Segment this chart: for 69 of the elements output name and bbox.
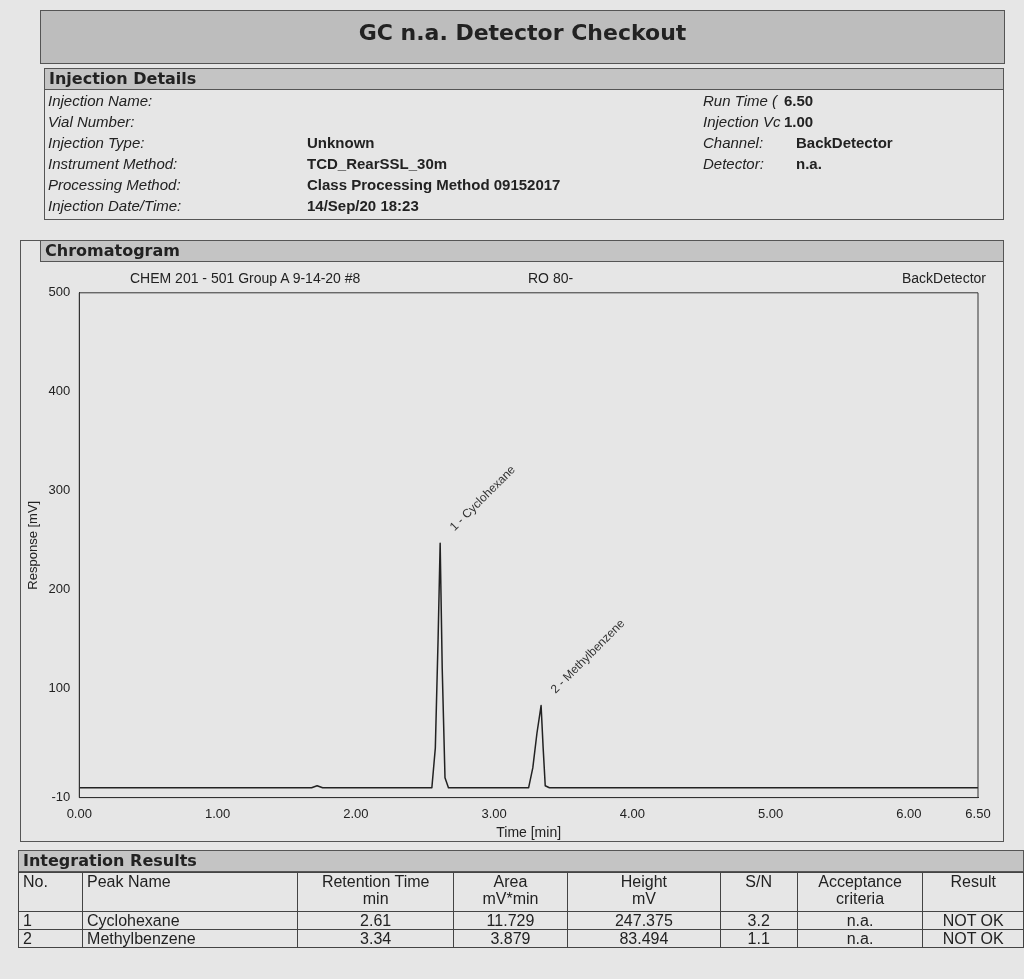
text: Run Time ( [703, 92, 778, 109]
text: TCD_RearSSL_30m [307, 155, 448, 172]
x-tick-label: 4.00 [619, 805, 645, 821]
text: Vial Number: [48, 113, 135, 130]
text: Injection Type: [48, 134, 145, 151]
text: 1.00 [784, 113, 814, 130]
text: 6.50 [784, 92, 814, 109]
x-tick-label: 6.00 [896, 805, 922, 821]
text: BackDetector [796, 134, 893, 151]
text: No. [18, 872, 83, 912]
y-tick-label: 400 [48, 383, 71, 399]
text: Chromatogram [40, 240, 1004, 262]
x-tick-label: 3.00 [481, 805, 507, 821]
text: Result [922, 872, 1024, 912]
text: Instrument Method: [48, 155, 178, 172]
text: Injection Details [44, 68, 1004, 90]
text: Unknown [307, 134, 375, 151]
text: 3.879 [453, 929, 568, 948]
text: min [362, 890, 389, 907]
x-tick-label: 5.00 [757, 805, 784, 821]
text: Area [493, 873, 528, 890]
chart-title: GC n.a. Detector Checkout [40, 10, 1005, 64]
text: RO 80- [528, 270, 574, 286]
text: 2 [18, 929, 83, 948]
text: n.a. [797, 929, 923, 948]
text: 247.375 [567, 911, 721, 930]
text: CHEM 201 - 501 Group A 9-14-20 #8 [130, 270, 361, 286]
x-tick-label: 6.50 [965, 805, 991, 821]
text: 3.2 [720, 911, 798, 930]
text: S/N [720, 872, 798, 912]
y-tick-label: 200 [48, 581, 71, 597]
text: NOT OK [922, 929, 1024, 948]
text: Methylbenzene [82, 929, 298, 948]
text: 11.729 [453, 911, 568, 930]
y-tick-label: 500 [48, 284, 71, 300]
text: BackDetector [901, 270, 986, 286]
text: n.a. [796, 155, 822, 172]
text: Injection Date/Time: [48, 197, 182, 214]
text: mV [631, 890, 656, 907]
text: 1 [18, 911, 83, 930]
text: Class Processing Method 09152017 [307, 176, 561, 193]
x-axis-title: Time [min] [496, 824, 562, 841]
text: Peak Name [82, 872, 298, 912]
text: 1.1 [720, 929, 798, 948]
text: Processing Method: [48, 176, 181, 193]
x-tick-label: 0.00 [66, 805, 92, 821]
text: Injection Vc [703, 113, 781, 130]
text: NOT OK [922, 911, 1024, 930]
y-tick-label: 300 [48, 482, 71, 498]
text: 14/Sep/20 18:23 [307, 197, 419, 214]
text: Channel: [703, 134, 764, 151]
text: 3.34 [297, 929, 454, 948]
y-axis-title: Response [mV] [25, 500, 41, 590]
x-tick-label: 2.00 [343, 805, 369, 821]
text: mV*min [482, 890, 539, 907]
y-tick-label: 100 [48, 680, 71, 696]
text: Height [620, 873, 668, 890]
text: 2.61 [297, 911, 454, 930]
text: Injection Name: [48, 92, 153, 109]
y-tick-label: -10 [51, 789, 71, 805]
text: Cyclohexane [82, 911, 298, 930]
text: Acceptance [818, 873, 902, 890]
text: Retention Time [321, 873, 430, 890]
text: n.a. [797, 911, 923, 930]
text: criteria [836, 890, 885, 907]
x-tick-label: 1.00 [204, 805, 231, 821]
text: Detector: [703, 155, 764, 172]
text: 83.494 [567, 929, 721, 948]
text: Integration Results [18, 850, 1024, 872]
